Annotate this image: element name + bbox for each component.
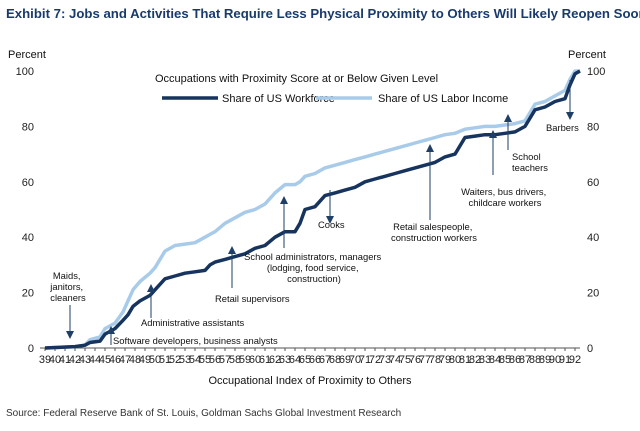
x-tick-77: 77	[419, 354, 431, 366]
annotation-administrative-assistants: Administrative assistants	[141, 317, 244, 328]
x-tick-60: 60	[249, 354, 261, 366]
x-tick-59: 59	[239, 354, 251, 366]
x-tick-90: 90	[549, 354, 561, 366]
x-tick-55: 55	[199, 354, 211, 366]
x-tick-50: 50	[149, 354, 161, 366]
left-y-axis-label: Percent	[8, 49, 46, 61]
x-tick-66: 66	[309, 354, 321, 366]
x-tick-52: 52	[169, 354, 181, 366]
y-tick-right-0: 0	[587, 343, 593, 355]
x-tick-89: 89	[539, 354, 551, 366]
left-y-ticks: 0 20 40 60 80 100	[16, 66, 34, 355]
y-tick-right-60: 60	[587, 177, 599, 189]
x-tick-88: 88	[529, 354, 541, 366]
annotation-cooks: Cooks	[318, 219, 345, 230]
y-tick-left-60: 60	[22, 177, 34, 189]
x-tick-57: 57	[219, 354, 231, 366]
x-tick-58: 58	[229, 354, 241, 366]
x-tick-63: 63	[279, 354, 291, 366]
x-tick-61: 61	[259, 354, 271, 366]
x-tick-79: 79	[439, 354, 451, 366]
x-tick-92: 92	[569, 354, 581, 366]
y-tick-right-80: 80	[587, 121, 599, 133]
x-tick-46: 46	[109, 354, 121, 366]
right-y-axis-label: Percent	[568, 49, 606, 61]
annotation-maids: Maids, janitors, cleaners	[49, 270, 86, 303]
x-tick-67: 67	[319, 354, 331, 366]
legend-workforce-label: Share of US Workforce	[222, 93, 335, 105]
y-tick-left-100: 100	[16, 66, 34, 78]
x-tick-41: 41	[59, 354, 71, 366]
x-tick-42: 42	[69, 354, 81, 366]
x-tick-83: 83	[479, 354, 491, 366]
annotation-school-teachers: School teachers	[512, 151, 548, 173]
x-tick-72: 72	[369, 354, 381, 366]
annotation-retail-salespeople: Retail salespeople, construction workers	[391, 221, 477, 243]
x-tick-70: 70	[349, 354, 361, 366]
x-tick-48: 48	[129, 354, 141, 366]
x-ticks: 3940414243444546474849505152535455565758…	[39, 348, 581, 366]
series-workforce-line	[44, 69, 581, 350]
x-tick-49: 49	[139, 354, 151, 366]
x-tick-81: 81	[459, 354, 471, 366]
x-axis-label: Occupational Index of Proximity to Other…	[209, 375, 412, 387]
legend-income-label: Share of US Labor Income	[378, 93, 508, 105]
series-labor-income-line	[44, 69, 580, 350]
x-tick-54: 54	[189, 354, 201, 366]
x-tick-47: 47	[119, 354, 131, 366]
x-tick-64: 64	[289, 354, 301, 366]
x-tick-68: 68	[329, 354, 341, 366]
x-tick-87: 87	[519, 354, 531, 366]
annotation-school-administrators: School administrators, managers (lodging…	[244, 251, 384, 284]
annotation-software-developers: Software developers, business analysts	[113, 335, 278, 346]
x-tick-65: 65	[299, 354, 311, 366]
y-tick-left-80: 80	[22, 121, 34, 133]
x-tick-39: 39	[39, 354, 51, 366]
x-tick-53: 53	[179, 354, 191, 366]
x-tick-51: 51	[159, 354, 171, 366]
y-tick-right-20: 20	[587, 288, 599, 300]
x-tick-43: 43	[79, 354, 91, 366]
annotation-barbers: Barbers	[546, 122, 579, 133]
x-tick-85: 85	[499, 354, 511, 366]
x-tick-91: 91	[559, 354, 571, 366]
x-tick-75: 75	[399, 354, 411, 366]
plot-subtitle: Occupations with Proximity Score at or B…	[155, 73, 438, 85]
y-tick-right-100: 100	[587, 66, 605, 78]
y-tick-right-40: 40	[587, 232, 599, 244]
x-tick-44: 44	[89, 354, 101, 366]
annotation-arrows	[66, 80, 574, 345]
x-tick-78: 78	[429, 354, 441, 366]
right-y-ticks: 0 20 40 60 80 100	[587, 66, 605, 355]
y-tick-left-40: 40	[22, 232, 34, 244]
x-tick-76: 76	[409, 354, 421, 366]
x-tick-69: 69	[339, 354, 351, 366]
x-tick-82: 82	[469, 354, 481, 366]
x-tick-84: 84	[489, 354, 501, 366]
x-tick-74: 74	[389, 354, 401, 366]
y-tick-left-0: 0	[28, 343, 34, 355]
chart-title: Exhibit 7: Jobs and Activities That Requ…	[6, 6, 640, 21]
x-tick-45: 45	[99, 354, 111, 366]
legend: Share of US Workforce Share of US Labor …	[162, 93, 508, 105]
source-note: Source: Federal Reserve Bank of St. Loui…	[6, 408, 402, 419]
x-tick-56: 56	[209, 354, 221, 366]
x-tick-80: 80	[449, 354, 461, 366]
annotation-waiters: Waiters, bus drivers, childcare workers	[461, 186, 549, 208]
x-tick-62: 62	[269, 354, 281, 366]
x-tick-73: 73	[379, 354, 391, 366]
x-tick-71: 71	[359, 354, 371, 366]
x-tick-40: 40	[49, 354, 61, 366]
x-tick-86: 86	[509, 354, 521, 366]
y-tick-left-20: 20	[22, 288, 34, 300]
annotation-retail-supervisors: Retail supervisors	[215, 293, 290, 304]
